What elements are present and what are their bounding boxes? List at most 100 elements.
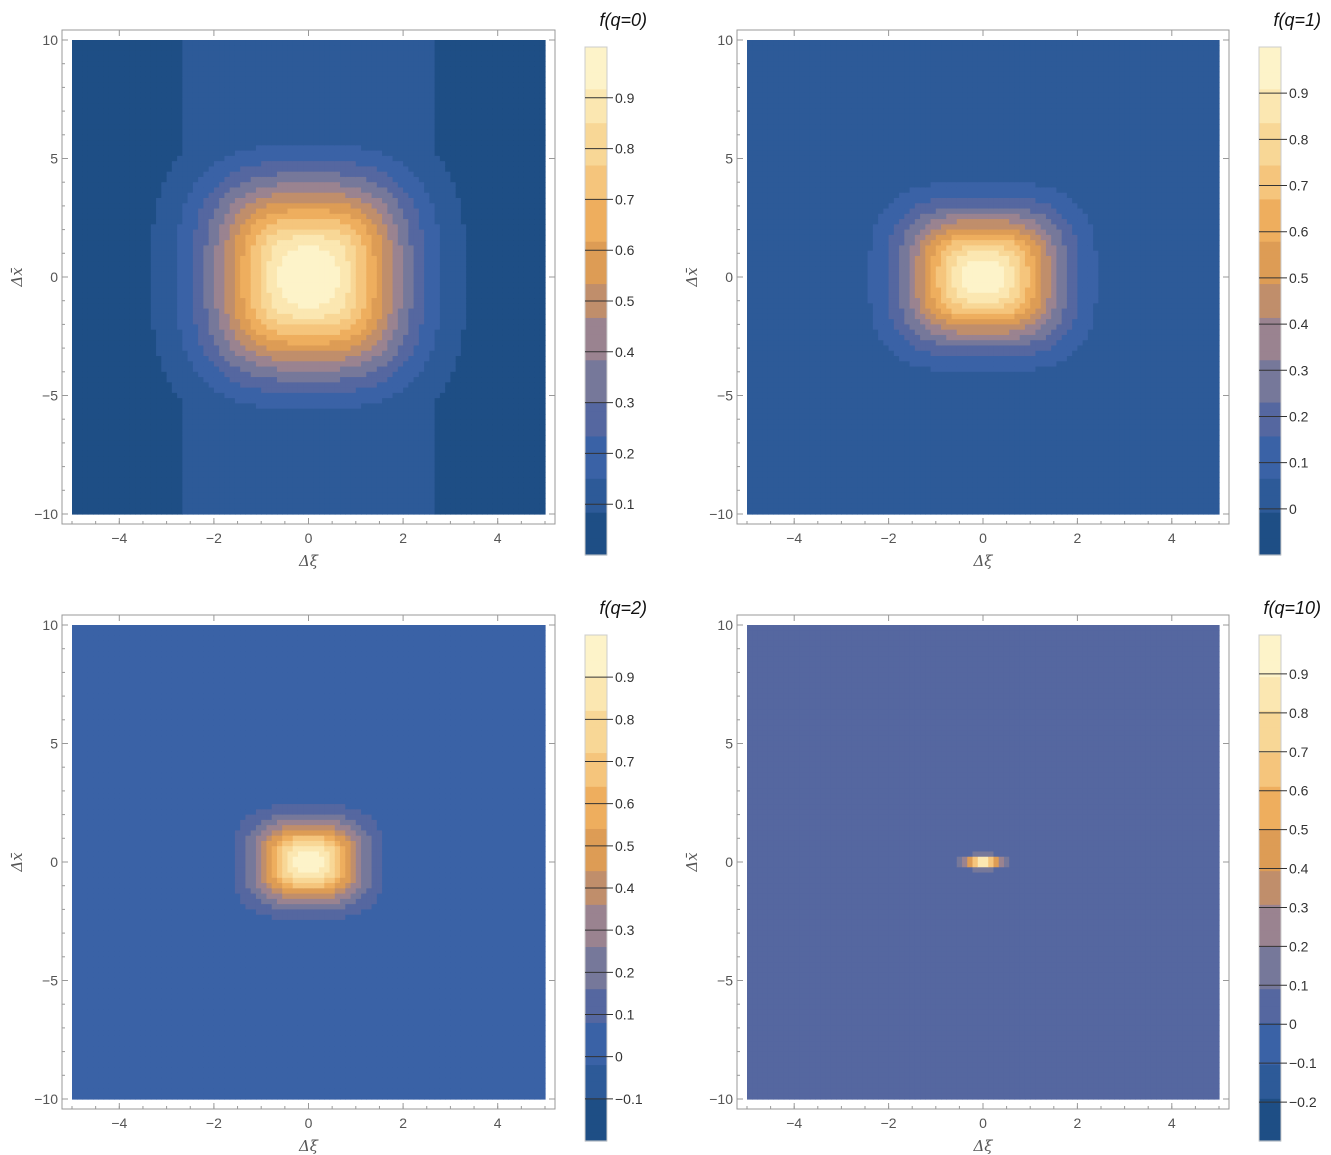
contour-cell bbox=[313, 377, 320, 383]
contour-cell bbox=[303, 308, 310, 315]
contour-cell bbox=[161, 398, 168, 404]
contour-cell bbox=[266, 440, 273, 447]
contour-cell bbox=[171, 213, 178, 220]
contour-cell bbox=[303, 371, 310, 378]
contour-cell bbox=[313, 334, 320, 341]
contour-cell bbox=[329, 403, 336, 410]
contour-cell bbox=[166, 461, 173, 468]
contour-cell bbox=[187, 71, 194, 78]
contour-cell bbox=[114, 240, 120, 246]
contour-cell bbox=[119, 40, 126, 46]
contour-cell bbox=[255, 266, 262, 273]
contour-cell bbox=[93, 413, 99, 420]
contour-cell bbox=[166, 456, 173, 462]
contour-cell bbox=[324, 319, 331, 325]
contour-cell bbox=[182, 82, 189, 88]
contour-cell bbox=[308, 371, 315, 378]
contour-cell bbox=[103, 487, 110, 494]
contour-cell bbox=[166, 356, 173, 362]
contour-cell bbox=[135, 429, 141, 436]
contour-cell bbox=[350, 508, 357, 515]
contour-cell bbox=[171, 87, 178, 94]
contour-cell bbox=[129, 298, 136, 304]
contour-cell bbox=[208, 140, 215, 146]
contour-cell bbox=[187, 82, 194, 88]
contour-cell bbox=[135, 282, 141, 289]
contour-cell bbox=[171, 387, 178, 394]
contour-cell bbox=[313, 435, 320, 441]
contour-cell bbox=[140, 350, 147, 357]
contour-cell bbox=[303, 319, 310, 325]
contour-cell bbox=[177, 435, 183, 441]
contour-cell bbox=[77, 471, 84, 478]
contour-cell bbox=[350, 345, 357, 352]
contour-cell bbox=[334, 108, 341, 115]
contour-cell bbox=[103, 398, 110, 404]
contour-cell bbox=[219, 208, 226, 215]
contour-cell bbox=[287, 266, 294, 273]
contour-cell bbox=[240, 408, 247, 415]
contour-cell bbox=[324, 477, 331, 483]
contour-cell bbox=[303, 350, 310, 357]
contour-cell bbox=[250, 50, 257, 57]
contour-cell bbox=[150, 303, 157, 310]
contour-cell bbox=[313, 82, 320, 88]
contour-cell bbox=[77, 192, 84, 199]
contour-cell bbox=[114, 466, 120, 473]
contour-cell bbox=[334, 403, 341, 410]
contour-cell bbox=[145, 350, 152, 357]
contour-cell bbox=[192, 198, 199, 204]
contour-cell bbox=[156, 219, 162, 225]
contour-cell bbox=[240, 382, 247, 389]
contour-cell bbox=[135, 366, 141, 373]
contour-cell bbox=[171, 250, 178, 257]
contour-cell bbox=[261, 508, 268, 515]
contour-cell bbox=[240, 471, 247, 478]
contour-cell bbox=[319, 471, 325, 478]
contour-cell bbox=[87, 45, 94, 52]
contour-cell bbox=[271, 224, 278, 231]
contour-cell bbox=[108, 255, 115, 262]
contour-cell bbox=[72, 324, 78, 331]
contour-cell bbox=[297, 119, 304, 125]
contour-cell bbox=[192, 245, 199, 252]
contour-cell bbox=[213, 298, 220, 304]
contour-cell bbox=[334, 424, 341, 431]
contour-cell bbox=[324, 271, 331, 278]
contour-cell bbox=[77, 403, 84, 410]
contour-cell bbox=[308, 234, 315, 241]
contour-cell bbox=[166, 392, 173, 399]
contour-cell bbox=[198, 408, 204, 415]
contour-cell bbox=[129, 287, 136, 294]
contour-cell bbox=[308, 466, 315, 473]
contour-cell bbox=[187, 176, 194, 183]
contour-cell bbox=[108, 97, 115, 104]
contour-cell bbox=[282, 282, 289, 289]
contour-cell bbox=[114, 419, 120, 426]
contour-cell bbox=[292, 182, 299, 189]
contour-cell bbox=[177, 277, 183, 283]
contour-cell bbox=[282, 234, 289, 241]
contour-cell bbox=[308, 166, 315, 173]
contour-cell bbox=[355, 71, 362, 78]
contour-cell bbox=[93, 213, 99, 220]
contour-cell bbox=[135, 277, 141, 283]
contour-cell bbox=[171, 482, 178, 489]
contour-cell bbox=[87, 466, 94, 473]
contour-cell bbox=[135, 492, 141, 499]
contour-cell bbox=[276, 498, 283, 505]
contour-cell bbox=[329, 371, 336, 378]
contour-cell bbox=[203, 140, 210, 146]
contour-cell bbox=[355, 366, 362, 373]
contour-cell bbox=[108, 76, 115, 83]
contour-cell bbox=[87, 255, 94, 262]
contour-cell bbox=[77, 387, 84, 394]
contour-cell bbox=[308, 145, 315, 152]
contour-cell bbox=[292, 124, 299, 131]
contour-cell bbox=[324, 129, 331, 136]
contour-cell bbox=[135, 482, 141, 489]
contour-cell bbox=[334, 461, 341, 468]
contour-cell bbox=[224, 382, 231, 389]
contour-cell bbox=[198, 403, 204, 410]
contour-cell bbox=[240, 250, 247, 257]
